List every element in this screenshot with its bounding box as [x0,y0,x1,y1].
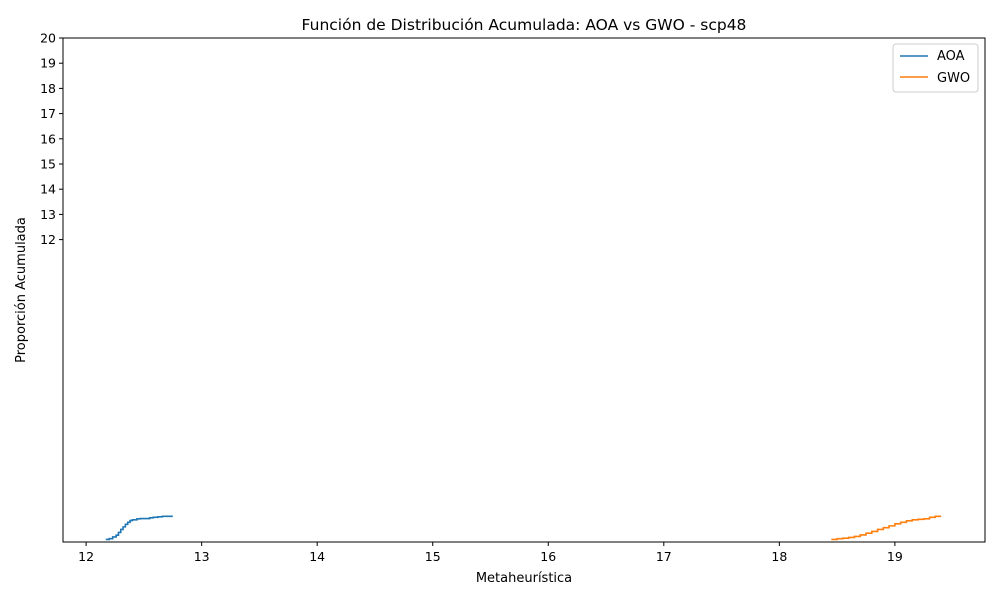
x-tick-label: 12 [78,549,94,564]
x-tick-label: 15 [425,549,441,564]
y-tick-label: 12 [40,232,56,247]
legend-label-gwo: GWO [937,71,970,86]
series-line-aoa [105,515,173,541]
x-tick-label: 18 [771,549,787,564]
plot-frame [62,37,986,543]
x-tick-label: 19 [887,549,903,564]
x-tick-label: 16 [540,549,556,564]
y-tick-label: 13 [40,207,56,222]
x-tick-label: 14 [309,549,325,564]
y-tick-label: 14 [40,182,56,197]
y-tick-label: 19 [40,56,56,71]
x-tick-label: 13 [194,549,210,564]
series-layer [105,515,942,541]
legend: AOA GWO [892,43,979,93]
y-tick-label: 18 [40,81,56,96]
y-tick-label: 16 [40,131,56,146]
y-axis: 12 13 14 15 16 17 18 19 20 [40,31,63,247]
chart-title: Función de Distribución Acumulada: AOA v… [302,16,747,34]
x-axis: 12 13 14 15 16 17 18 19 [78,542,903,564]
y-axis-label: Proporción Acumulada [14,217,29,363]
legend-label-aoa: AOA [937,49,965,64]
x-axis-label: Metaheurística [476,571,572,586]
series-line-gwo [831,515,942,541]
x-tick-label: 17 [656,549,672,564]
y-tick-label: 15 [40,157,56,172]
y-tick-label: 17 [40,106,56,121]
y-tick-label: 20 [40,31,56,46]
plot-area [63,38,985,542]
